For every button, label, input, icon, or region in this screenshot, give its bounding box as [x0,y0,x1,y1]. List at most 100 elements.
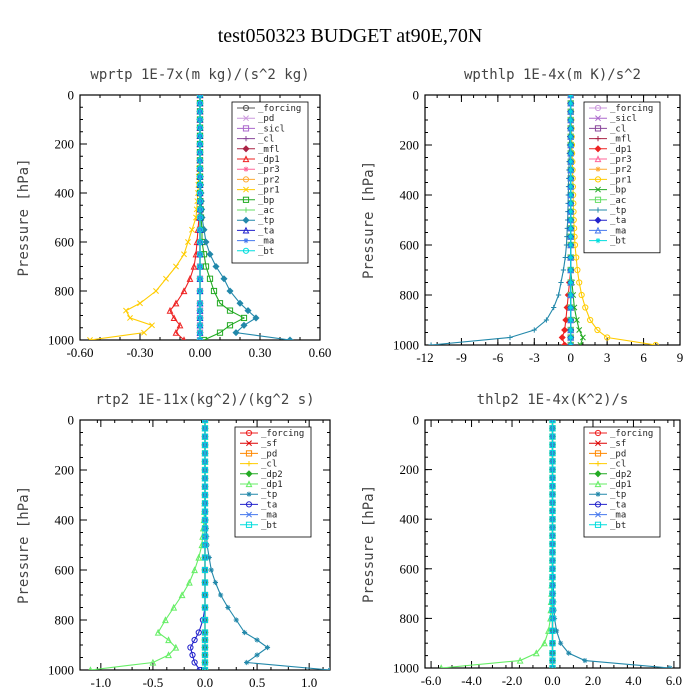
x-tick-label: -12 [416,350,433,365]
legend-marker [594,216,602,224]
x-tick-label: 0 [567,350,574,365]
series-point [226,287,234,295]
x-tick-label: -4.0 [461,673,482,688]
legend-marker [242,226,250,234]
legend-label: _ac [258,206,274,216]
series-point [540,639,548,647]
series-point [196,173,204,180]
y-tick-label: 600 [55,563,75,578]
series-point [667,665,673,668]
panels: wprtp 1E-7x(m kg)/(s^2 kg) Pressure [hPa]… [16,67,683,690]
legend-label: _pr1 [610,175,632,185]
series-point [549,607,556,614]
series-point [568,327,574,333]
series-point [196,314,204,322]
series-point [165,651,172,659]
series-point [604,334,611,341]
y-tick-label: 600 [55,235,75,250]
series-point [201,450,209,457]
legend-label: _ma [258,237,274,247]
series-point [196,263,204,270]
series-point [204,534,210,540]
legend-label: _pd [258,114,274,124]
legend-marker [595,136,601,142]
legend-label: _sf [610,439,626,449]
series-point [189,226,195,233]
series-point [549,590,556,597]
legend-label: _mfl [610,135,632,145]
legend-marker [595,440,601,447]
legend-marker [243,186,249,193]
series-group [428,95,659,345]
series-point [532,649,540,657]
series-point [549,441,556,448]
series-point [166,306,174,314]
x-tick-label: -0.30 [126,345,153,360]
series-point [196,132,204,139]
series-point [553,628,560,634]
series-point [252,314,260,322]
legend-marker [595,186,601,193]
series-point [196,322,204,329]
series-point [201,475,209,482]
y-tick-label: 800 [55,613,75,628]
series-point [549,665,556,668]
series-point [172,328,180,336]
series-point [244,659,250,666]
y-tick-label: 400 [400,512,420,527]
legend-marker [594,104,602,112]
series-point [201,466,209,474]
legend-marker [595,115,601,122]
series-point [562,254,568,261]
series-point [226,322,234,329]
y-tick-label: 200 [400,138,420,153]
legend-label: _tp [610,206,626,216]
series-point [180,287,188,295]
y-tick-label: 600 [400,561,420,576]
series-point [186,275,194,282]
series-point [196,165,204,172]
series-point [579,334,586,341]
series-point [201,629,209,636]
series-point [428,342,434,345]
series-point [191,566,198,574]
series-point [198,541,206,549]
legend-marker [594,450,602,457]
series-point [568,225,574,231]
x-tick-label: -1.0 [91,675,112,690]
series-point [189,651,196,659]
series-point [196,307,204,314]
series-point [196,214,204,221]
series-point [566,650,572,656]
series-point [558,333,566,342]
series-point [191,659,198,666]
series-point [574,266,581,274]
legend-label: _mfl [258,145,280,155]
series-point [191,636,198,644]
series-point [220,275,228,283]
legend-marker [242,216,250,224]
series-point [196,226,204,233]
series-point [201,591,209,599]
legend-label: _ma [261,511,277,521]
series-point [549,420,556,424]
series-point [543,317,550,323]
y-tick-label: 1000 [393,661,419,676]
legend-marker [242,155,250,163]
series-point [568,167,574,173]
series-point [87,337,93,340]
series-point [549,483,556,490]
series-point [201,554,209,561]
series-point [549,582,556,589]
series-point [181,251,187,258]
y-tick-label: 0 [68,413,75,428]
x-tick-label: 0.30 [249,345,272,360]
series-point [568,134,574,140]
x-tick-label: 0.60 [309,345,332,360]
series-point [173,263,179,270]
series-point [149,658,157,666]
series-point [204,542,210,548]
series-point [196,140,204,148]
series-point [568,217,574,223]
legend-label: _pr3 [610,155,632,165]
